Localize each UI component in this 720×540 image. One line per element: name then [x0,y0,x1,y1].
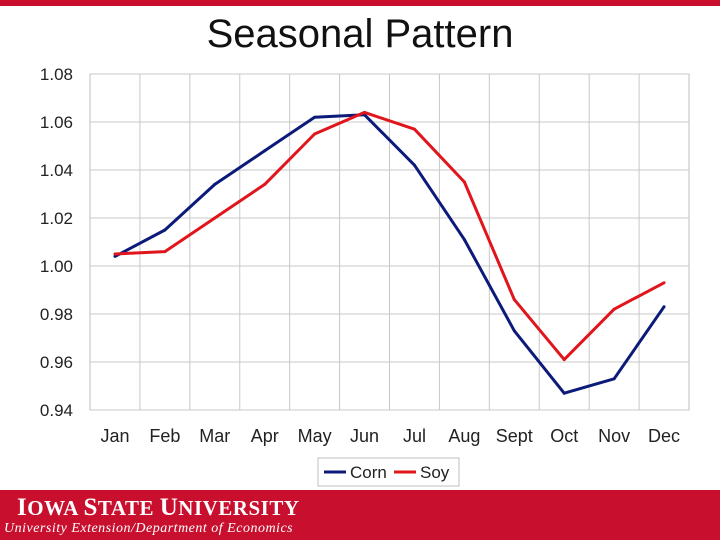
data-point-soy [612,307,616,311]
series-line-soy [114,110,665,362]
data-point-soy [363,110,367,114]
x-tick-label: Mar [199,426,230,446]
x-tick-label: Dec [648,426,680,446]
series-line-corn [114,113,666,395]
data-point-corn [612,377,616,381]
data-point-corn [163,228,167,232]
data-point-corn [113,254,117,258]
data-point-soy [263,182,267,186]
data-point-corn [213,182,217,186]
data-point-corn [313,115,317,119]
y-tick-label: 0.98 [40,305,73,324]
x-tick-label: Sept [496,426,533,446]
y-tick-label: 0.96 [40,353,73,372]
data-point-corn [412,163,416,167]
x-tick-label: May [298,426,332,446]
y-tick-label: 1.02 [40,209,73,228]
top-stripe [0,0,720,6]
footer-bar: IOWA STATE UNIVERSITY University Extensi… [0,490,720,540]
x-tick-label: Nov [598,426,630,446]
data-point-soy [412,127,416,131]
data-point-soy [163,250,167,254]
y-tick-label: 0.94 [40,401,73,420]
x-tick-label: Jan [100,426,129,446]
data-point-corn [662,305,666,309]
legend-label-corn: Corn [350,463,387,482]
x-tick-label: Feb [149,426,180,446]
x-tick-label: Jun [350,426,379,446]
data-point-corn [512,329,516,333]
y-tick-label: 1.08 [40,65,73,84]
y-tick-label: 1.06 [40,113,73,132]
data-point-soy [662,281,666,285]
legend-label-soy: Soy [420,463,450,482]
y-tick-label: 1.04 [40,161,73,180]
x-tick-label: Oct [550,426,578,446]
data-point-corn [263,149,267,153]
data-point-soy [562,358,566,362]
page-title: Seasonal Pattern [206,12,514,56]
data-point-soy [113,252,117,256]
data-point-soy [213,216,217,220]
data-point-soy [512,298,516,302]
data-point-corn [462,238,466,242]
department-name: University Extension/Department of Econo… [4,521,294,536]
data-point-soy [313,132,317,136]
x-tick-label: Apr [251,426,279,446]
x-tick-label: Jul [403,426,426,446]
data-point-soy [462,180,466,184]
x-tick-label: Aug [448,426,480,446]
university-wordmark: IOWA STATE UNIVERSITY [17,494,300,521]
data-point-corn [562,391,566,395]
y-tick-label: 1.00 [40,257,73,276]
